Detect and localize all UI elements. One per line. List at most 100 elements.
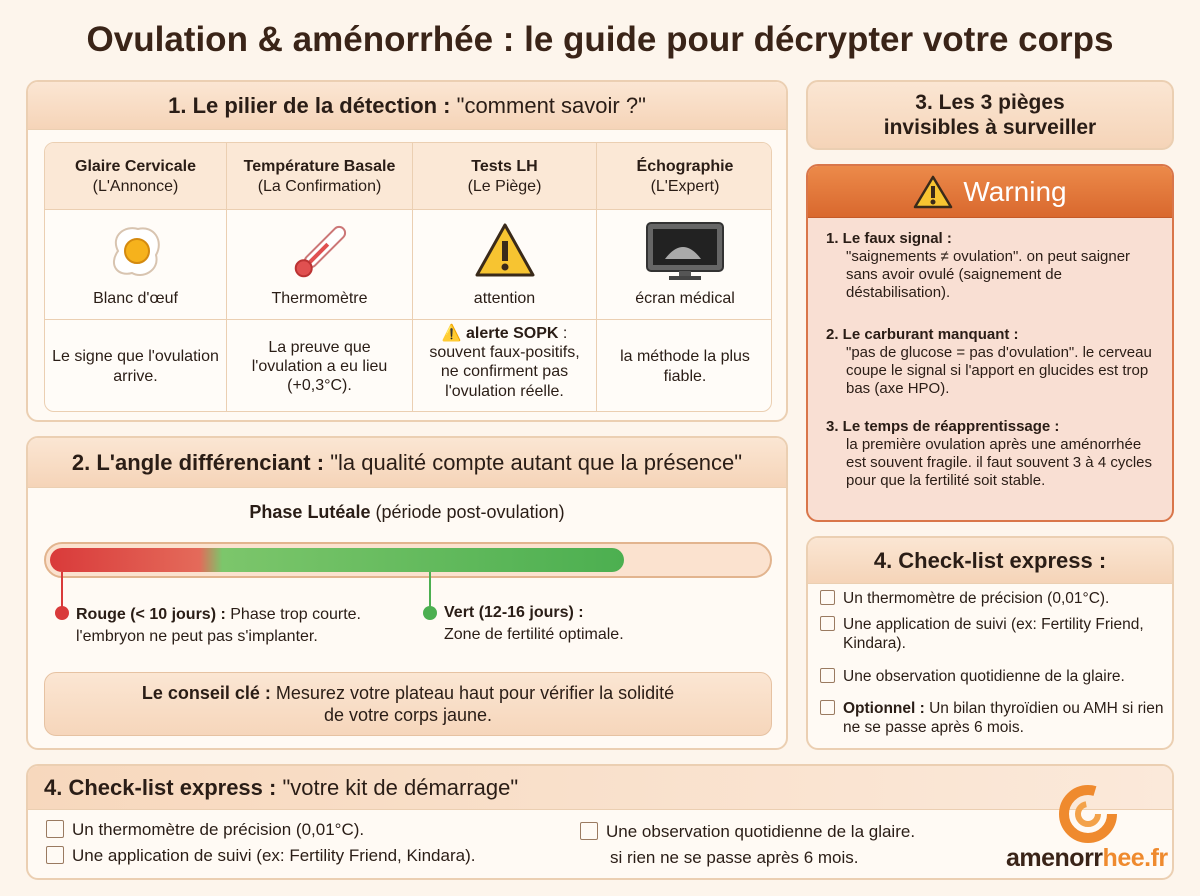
trap-text: "saignements ≠ ovulation". on peut saign… [846,248,1131,301]
column-subtitle: (L'Expert) [650,177,720,195]
tip-box: Le conseil clé : Mesurez votre plateau h… [44,672,772,736]
column-description: La preuve que l'ovulation a eu lieu (+0,… [251,338,388,395]
bottom-checklist: 4. Check-list express : "votre kit de dé… [26,764,1174,880]
icon-label: attention [473,290,536,308]
check-continuation: si rien ne se passe après 6 mois. [610,848,859,868]
warning-icon [914,175,953,208]
bottom-heading: 4. Check-list express : "votre kit de dé… [28,766,1172,810]
alert-icon: ⚠️ [441,325,466,342]
check-text: Une application de suivi (ex: Fertility … [72,846,476,865]
tip-label: Le conseil clé : [141,682,271,703]
heading-text: "votre kit de démarrage" [282,774,519,800]
check-text: Un thermomètre de précision (0,01°C). [843,590,1110,607]
warning-icon [475,223,535,277]
check-item: Une observation quotidienne de la glaire… [580,822,915,842]
detection-table: Glaire Cervicale (L'Annonce) Blanc d'œuf … [44,142,772,412]
logo-part: hee.fr [1102,844,1169,872]
heading-text: "comment savoir ?" [456,92,646,118]
column-description: Le signe que l'ovulation arrive. [52,348,219,385]
trap-item: 2. Le carburant manquant : "pas de glucos… [826,326,1156,398]
heading-label: 2. L'angle différenciant : [71,449,325,475]
red-detail: l'embryon ne peut pas s'implanter. [76,628,318,646]
check-item: Un thermomètre de précision (0,01°C). [46,820,364,840]
check-item: Une application de suivi (ex: Fertility … [46,846,475,866]
check-item: Une observation quotidienne de la glaire… [820,668,1166,687]
egg-icon [113,227,160,276]
check-item: Un thermomètre de précision (0,01°C). [820,590,1166,609]
icon-label: Blanc d'œuf [93,290,178,308]
trap-text: "pas de glucose = pas d'ovulation". le c… [846,344,1152,397]
green-pointer [429,572,431,610]
optional-label: Optionnel : [843,700,925,717]
heading-label: 4. Check-list express : [44,774,277,800]
traps-heading-text: 3. Les 3 pièges invisibles à surveiller [883,90,1097,139]
warning-header: Warning [808,166,1172,218]
green-dot [423,606,437,620]
column-subtitle: (L'Annonce) [92,177,179,195]
title: Ovulation & aménorrhée : le guide pour d… [86,20,1114,59]
check-text: si rien ne se passe après 6 mois. [610,848,859,867]
side-checklist-heading: 4. Check-list express : [808,538,1172,584]
checkbox [820,700,835,715]
icon-label: écran médical [635,290,735,308]
red-note: Rouge (< 10 jours) : Phase trop courte. l… [76,604,361,649]
red-dot [55,606,69,620]
green-label: Vert (12-16 jours) : [444,604,584,621]
logo-text: amenorrhee.fr [1006,844,1168,873]
heading-text: 4. Check-list express : [873,547,1107,573]
checkbox [46,846,64,864]
detection-heading: 1. Le pilier de la détection : "comment … [28,82,786,130]
check-text: Une observation quotidienne de la glaire… [606,822,916,841]
green-note: Vert (12-16 jours) : Zone de fertilité op… [444,602,624,647]
phase-gradient [50,548,624,572]
checkbox [820,616,835,631]
column: Glaire Cervicale (L'Annonce) Blanc d'œuf … [45,143,227,411]
warning-panel: Warning 1. Le faux signal : "saignements … [806,164,1174,522]
trap-title: 2. Le carburant manquant : [826,326,1019,343]
green-text: Zone de fertilité optimale. [444,626,624,644]
heading-text: "la qualité compte autant que la présenc… [330,449,743,475]
trap-title: 1. Le faux signal : [826,230,952,247]
luteal-panel: 2. L'angle différenciant : "la qualité c… [26,436,788,750]
trap-text: la première ovulation après une aménorrh… [846,436,1152,489]
column: Tests LH (Le Piège) attention ⚠️ alerte S… [413,143,597,411]
check-item: Une application de suivi (ex: Fertility … [820,616,1166,653]
heading-label: 1. Le pilier de la détection : [168,92,451,118]
checkbox [580,822,598,840]
check-text: Un thermomètre de précision (0,01°C). [72,820,365,839]
side-checklist: 4. Check-list express : Un thermomètre d… [806,536,1174,750]
column-title: Glaire Cervicale [75,158,196,176]
traps-heading: 3. Les 3 pièges invisibles à surveiller [806,80,1174,150]
column: Température Basale (La Confirmation) Ther… [227,143,413,411]
red-label: Rouge (< 10 jours) : [76,606,226,623]
alert-label: alerte SOPK [465,325,559,342]
phase-title: Phase Lutéale (période post-ovulation) [28,502,786,523]
red-pointer [61,572,63,610]
trap-item: 1. Le faux signal : "saignements ≠ ovulat… [826,230,1156,302]
check-item: Optionnel : Un bilan thyroïdien ou AMH s… [820,700,1166,737]
trap-title: 3. Le temps de réapprentissage : [826,418,1060,435]
check-text: Un bilan thyroïdien ou AMH si rien ne se… [843,700,1164,736]
checkbox [820,590,835,605]
detection-panel: 1. Le pilier de la détection : "comment … [26,80,788,422]
check-text: Une observation quotidienne de la glaire… [843,668,1125,685]
checkbox [820,668,835,683]
column-description: la méthode la plus fiable. [620,348,750,385]
table-header-bg [45,143,771,210]
phase-text: (période post-ovulation) [375,502,565,522]
row-divider [45,319,771,320]
column-title: Température Basale [243,158,396,176]
column-subtitle: (Le Piège) [467,177,542,195]
red-text: Phase trop courte. [230,606,361,623]
thermometer-icon [294,225,347,278]
trap-item: 3. Le temps de réapprentissage : la premi… [826,418,1156,490]
column: Échographie (L'Expert) écran médical la m… [597,143,771,411]
phase-label: Phase Lutéale [249,502,371,522]
tip-text: Mesurez votre plateau haut pour vérifier… [275,682,675,726]
warning-title: Warning [963,175,1067,207]
icon-label: Thermomètre [271,290,368,308]
logo-part: amenorr [1006,844,1103,872]
column-title: Tests LH [471,158,538,176]
logo-icon [1059,785,1117,843]
